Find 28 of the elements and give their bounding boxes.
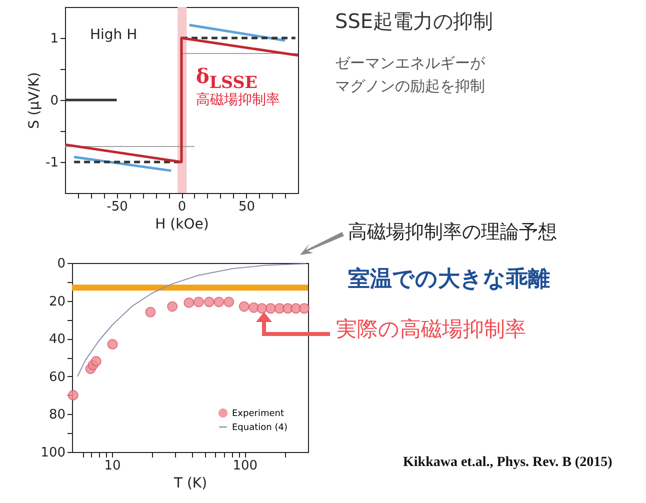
annotation: δ$_{LSSE}$ bbox=[196, 64, 258, 92]
text: 室温での大きな乖離 bbox=[348, 267, 550, 292]
legend-label: Experiment bbox=[232, 409, 284, 419]
x-tick-label: 0 bbox=[178, 200, 186, 214]
text: ゼーマンエネルギーが bbox=[335, 54, 485, 72]
legend-label: Equation (4) bbox=[232, 423, 288, 433]
annotation: High H bbox=[90, 27, 138, 44]
text: Kikkawa et.al., Phys. Rev. B (2015) bbox=[403, 455, 612, 470]
y-tick-label: 20 bbox=[48, 294, 66, 310]
y-tick-label: 60 bbox=[48, 370, 66, 385]
y-tick-label: 100 bbox=[40, 446, 66, 460]
annotation: 高磁場抑制率 bbox=[196, 92, 280, 108]
y-tick-label: 40 bbox=[48, 332, 66, 348]
y-tick-label: 0 bbox=[50, 94, 58, 108]
y-tick-label: -1 bbox=[46, 156, 58, 170]
x-tick-label: 50 bbox=[238, 200, 255, 214]
text: 高磁場抑制率の理論予想 bbox=[348, 221, 557, 243]
x-tick-label: -50 bbox=[106, 200, 128, 214]
y-tick-label: 80 bbox=[48, 408, 66, 423]
x-tick-label: 10 bbox=[104, 458, 121, 474]
text: 実際の高磁場抑制率 bbox=[336, 317, 526, 342]
y-tick-label: 0 bbox=[57, 256, 66, 272]
y-tick-label: 1 bbox=[50, 32, 58, 46]
text: マグノンの励起を抑制 bbox=[335, 77, 485, 95]
x-axis-title: H (kOe) bbox=[155, 216, 209, 232]
text: SSE起電力の抑制 bbox=[335, 9, 494, 33]
y-axis-title: S (μV/K) bbox=[26, 72, 43, 129]
x-axis-title: T (K) bbox=[172, 476, 208, 492]
